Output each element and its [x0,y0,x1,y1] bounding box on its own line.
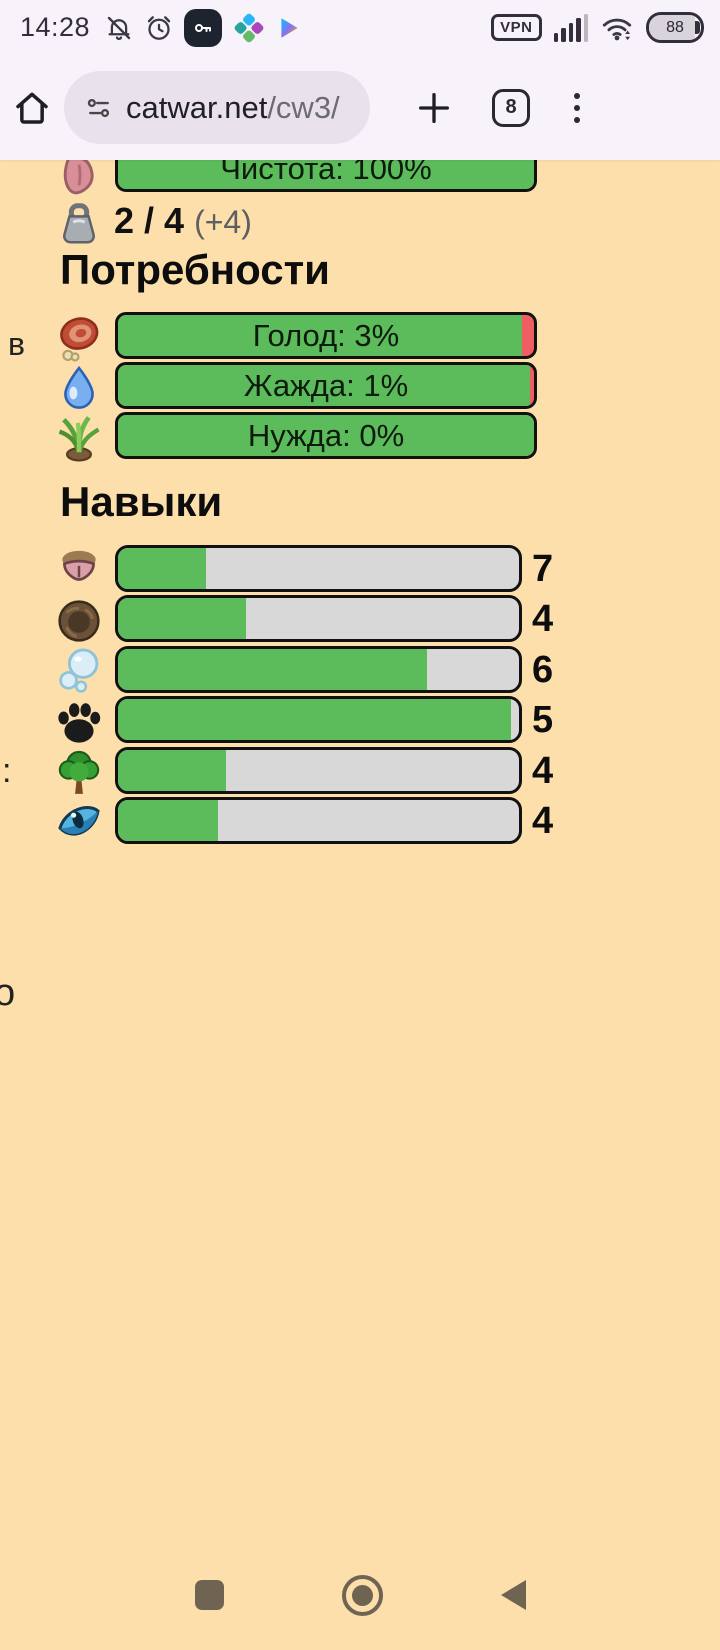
battery-percent: 88 [666,18,684,36]
need-bar: Нужда: 0% [115,412,537,459]
hearing-skill-bar [115,595,522,642]
notifications-off-icon [104,13,134,43]
agility-skill-bar [115,696,522,743]
smell-skill-level: 7 [532,548,554,590]
tongue-icon [52,150,106,204]
thirst-bar: Жажда: 1% [115,362,537,409]
nose-icon [52,543,106,597]
hearing-skill-level: 4 [532,598,554,640]
vpn-badge: VPN [491,14,542,41]
site-settings-icon[interactable] [84,93,114,123]
alarm-icon [144,13,174,43]
stray-letter: о [0,972,16,1014]
needs-heading: Потребности [60,246,330,293]
hunger-label: Голод: 3% [252,317,400,353]
clock: 14:28 [20,12,91,42]
weight-bonus: (+4) [194,204,252,240]
recents-button[interactable] [194,1580,224,1610]
browser-toolbar: catwar.net/cw3/ 8 [0,55,720,160]
ear-icon [52,594,106,648]
android-nav-bar [0,1540,720,1650]
tab-count: 8 [505,96,517,118]
meat-icon [52,310,106,364]
hunger-bar: Голод: 3% [115,312,537,359]
new-tab-button[interactable] [404,88,464,128]
swimming-skill-level: 6 [532,649,554,691]
need-label: Нужда: 0% [247,417,405,453]
skills-heading: Навыки [60,478,223,525]
agility-skill-level: 5 [532,699,554,741]
vision-skill-level: 4 [532,800,554,842]
eye-icon [52,797,106,851]
plant-icon [52,410,106,464]
nav-home-button[interactable] [341,1574,383,1616]
key-app-icon [184,8,223,47]
signal-bars-icon [553,13,588,42]
stray-letter: в [8,326,25,362]
water-drop-icon [52,361,106,415]
bubbles-icon [52,645,106,699]
battery-icon: 88 [646,12,704,43]
browser-chrome: 14:28 VPN 88 [0,0,720,160]
paw-icon [52,696,106,750]
url-text: catwar.net/cw3/ [126,89,340,125]
status-bar: 14:28 VPN 88 [0,0,720,55]
tab-switcher-button[interactable]: 8 [492,88,530,127]
thirst-label: Жажда: 1% [243,367,409,403]
play-store-icon [276,15,302,41]
smell-skill-bar [115,545,522,592]
menu-button[interactable] [574,92,580,123]
climbing-skill-level: 4 [532,750,554,792]
vision-skill-bar [115,797,522,844]
tree-icon [52,746,106,800]
weight-icon [52,197,106,251]
home-button[interactable] [0,87,64,129]
colorful-app-icon [232,11,266,45]
climbing-skill-bar [115,747,522,794]
url-bar[interactable]: catwar.net/cw3/ [64,71,370,144]
swimming-skill-bar [115,646,522,693]
wifi-arrows-icon [600,11,634,45]
weight-value: 2 / 4 (+4) [114,200,252,241]
back-button[interactable] [500,1580,526,1610]
stray-letter: : [2,752,12,790]
